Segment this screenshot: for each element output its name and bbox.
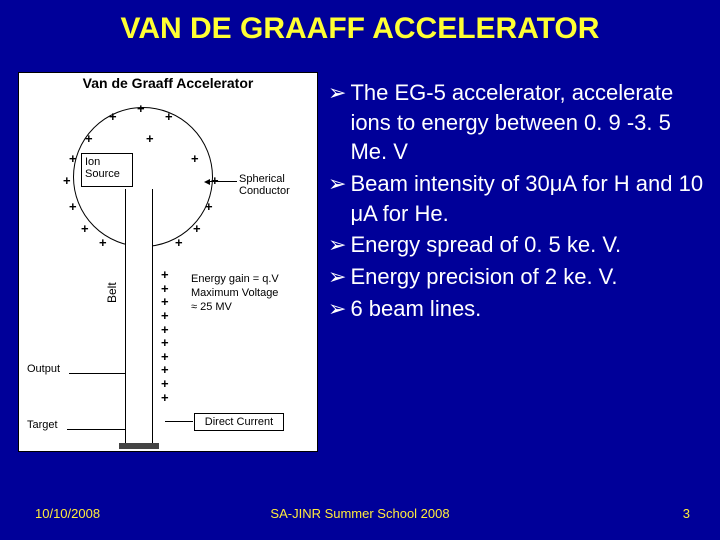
bullet-icon: ➢ [328,78,346,108]
plus-icon: + [99,235,107,250]
bullet-text: Beam intensity of 30μA for H and 10 μA f… [350,169,708,228]
plus-icon: + [193,221,201,236]
bullet-text: Energy spread of 0. 5 ke. V. [350,230,621,260]
bullet-icon: ➢ [328,294,346,324]
bullet-icon: ➢ [328,169,346,199]
slide-title: VAN DE GRAAFF ACCELERATOR [0,12,720,46]
plus-icon: + [165,109,173,124]
footer: 10/10/2008 SA-JINR Summer School 2008 3 [0,506,720,526]
spherical-conductor-label: SphericalConductor [239,173,290,197]
target-box [119,443,159,449]
plus-icon: + [69,199,77,214]
plus-icon: + [69,151,77,166]
plus-icon: + [85,131,93,146]
plus-column: ++++++++++ [161,268,169,404]
diagram: Van de Graaff Accelerator + + + + + + + … [18,72,318,452]
plus-icon: + [175,235,183,250]
direct-current-box: Direct Current [194,413,284,431]
list-item: ➢ The EG-5 accelerator, accelerate ions … [328,78,708,167]
target-line [67,429,125,430]
output-label: Output [27,363,60,375]
plus-icon: + [205,199,213,214]
output-line [69,373,125,374]
list-item: ➢ Energy precision of 2 ke. V. [328,262,708,292]
bullet-text: Energy precision of 2 ke. V. [350,262,617,292]
plus-icon: + [137,101,145,116]
plus-icon: + [191,151,199,166]
bullet-icon: ➢ [328,230,346,260]
list-item: ➢ 6 beam lines. [328,294,708,324]
footer-center: SA-JINR Summer School 2008 [0,506,720,521]
bullet-text: 6 beam lines. [350,294,481,324]
list-item: ➢ Beam intensity of 30μA for H and 10 μA… [328,169,708,228]
plus-icon: + [146,131,154,146]
list-item: ➢ Energy spread of 0. 5 ke. V. [328,230,708,260]
target-label: Target [27,419,58,431]
ion-source-box: IonSource [81,153,133,187]
ion-source-label: IonSource [85,156,120,180]
plus-icon: + [109,109,117,124]
beam-tube [125,189,153,445]
belt-label: Belt [105,282,119,303]
bullet-text: The EG-5 accelerator, accelerate ions to… [350,78,708,167]
bullet-icon: ➢ [328,262,346,292]
plus-icon: + [63,173,71,188]
energy-gain-box: Energy gain = q.VMaximum Voltage≈ 25 MV [191,273,309,314]
plus-icon: + [81,221,89,236]
footer-page: 3 [683,506,690,521]
spherical-conductor-arrow [209,181,237,182]
diagram-title: Van de Graaff Accelerator [19,75,317,91]
dc-line [165,421,193,422]
slide: VAN DE GRAAFF ACCELERATOR Van de Graaff … [0,0,720,540]
bullet-list: ➢ The EG-5 accelerator, accelerate ions … [328,78,708,326]
